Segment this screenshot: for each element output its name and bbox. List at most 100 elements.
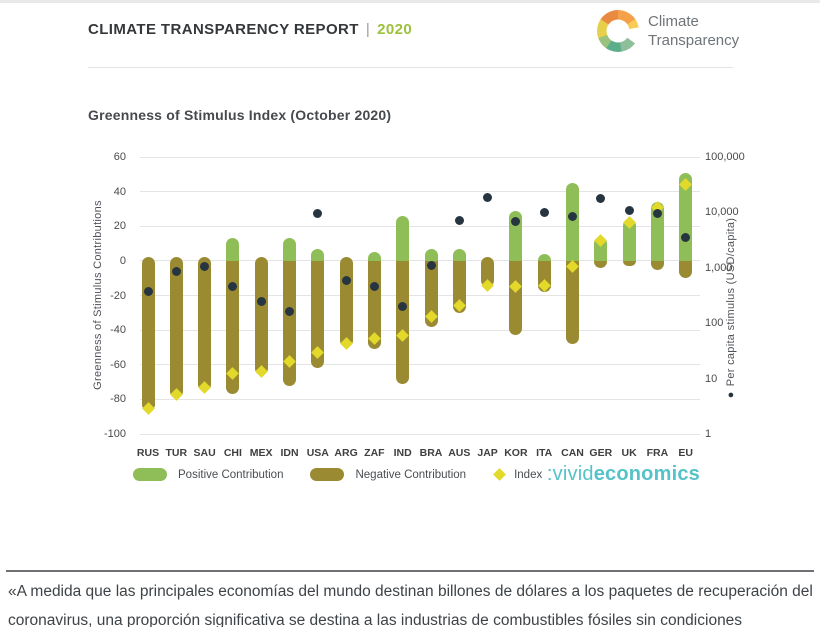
per-capita-dot [171,267,181,277]
positive-bar [283,238,296,261]
per-capita-dot [200,262,210,272]
per-capita-dot [624,206,634,216]
gridline [140,433,700,435]
country-label: CAN [561,447,584,459]
positive-bar [424,248,438,261]
negative-bar [169,256,183,398]
country-label: AUS [448,447,471,459]
negative-bar [509,260,523,336]
gridline [140,191,700,193]
logo-line2: Transparency [648,32,740,49]
country-label: UK [621,447,637,459]
gridline [140,398,700,400]
per-capita-dot [568,211,577,221]
climate-transparency-logo-icon [597,10,639,52]
per-capita-dot [511,216,521,226]
y-axis-tick-left: 60 [113,151,126,163]
country-label: KOR [504,447,528,459]
per-capita-dot [313,208,323,218]
y-axis-tick-right: 1 [705,428,712,440]
vivideconomics-logo: :vivideconomics [547,463,700,486]
negative-bar [481,256,495,287]
title-separator: | [365,21,371,38]
positive-bar [311,248,325,261]
legend-item-index: Index [493,468,542,481]
positive-bar [537,253,551,261]
positive-bar [367,252,381,261]
per-capita-dot [426,261,436,270]
left-axis-title: Greenness of Stimulus Contributions [92,200,104,390]
gridline [140,156,700,158]
positive-bar [452,248,466,261]
report-title: CLIMATE TRANSPARENCY REPORT | 2020 [88,21,412,38]
logo-line1: Climate [648,12,699,30]
per-capita-dot [285,306,294,316]
negative-bar [283,260,296,386]
per-capita-dot [369,281,379,291]
country-label: JAP [477,447,498,459]
y-axis-tick-left: -100 [103,428,126,440]
climate-transparency-logo: Climate Transparency [597,10,739,52]
y-axis-tick-left: -60 [110,358,126,371]
y-axis-tick-right: 10 [705,372,718,385]
quote-line-1: «A medida que las principales economías … [8,583,813,600]
negative-bar [566,260,579,344]
country-label: ITA [536,447,553,459]
negative-pill-icon [310,468,345,481]
per-capita-dot [596,194,606,204]
header-divider [88,67,733,68]
vivid-suffix: economics [593,463,700,485]
positive-bar [226,238,240,261]
gridline [140,295,700,296]
vivid-prefix: :vivid [546,463,594,485]
report-year: 2020 [377,21,413,38]
legend-label-positive: Positive Contribution [178,468,284,481]
per-capita-dot [483,192,493,202]
y-axis-tick-right: 100,000 [705,151,745,163]
y-axis-tick-left: 20 [113,220,126,233]
per-capita-dot [539,208,549,218]
y-axis-tick-left: -20 [110,289,126,302]
negative-bar [452,260,466,313]
positive-bar [566,182,579,261]
country-label: BRA [419,447,443,459]
y-axis-tick-right: 1,000 [705,261,733,274]
climate-transparency-logo-text: Climate Transparency [648,12,739,51]
country-label: MEX [249,447,273,459]
negative-bar [594,260,608,268]
negative-bar [339,256,353,348]
country-label: ZAF [364,447,385,459]
negative-bar [650,260,664,270]
gridline [140,329,700,331]
negative-bar [198,256,212,391]
per-capita-dot [143,286,153,296]
country-label: IDN [280,447,299,459]
y-axis-tick-left: 0 [119,254,126,267]
legend-item-negative: Negative Contribution [310,468,466,481]
negative-bar [622,260,636,267]
per-capita-dot [681,233,691,243]
country-label: SAU [193,447,216,459]
country-label: RUS [136,447,160,459]
y-axis-tick-right: 100 [705,317,724,330]
chart-title: Greenness of Stimulus Index (October 202… [88,107,392,123]
y-axis-tick-right: 10,000 [705,206,739,219]
top-border [0,0,820,3]
country-label: ARG [334,447,358,459]
quote-line-2: coronavirus, una proporción significativ… [8,612,743,627]
legend-label-negative: Negative Contribution [355,468,467,481]
y-axis-tick-left: -40 [110,324,126,337]
per-capita-dot [228,281,238,291]
negative-bar [396,260,410,384]
negative-bar [679,260,693,279]
negative-bar [424,260,438,327]
right-axis-title: ● Per capita stimulus (USD/capita) [725,218,737,399]
footer-divider [6,570,814,572]
quote-paragraph: «A medida que las principales economías … [8,577,814,627]
positive-pill-icon [133,468,167,481]
negative-bar [311,260,325,369]
per-capita-dot [398,302,408,312]
chart-legend: Positive Contribution Negative Contribut… [133,468,569,481]
per-capita-dot [454,215,464,225]
